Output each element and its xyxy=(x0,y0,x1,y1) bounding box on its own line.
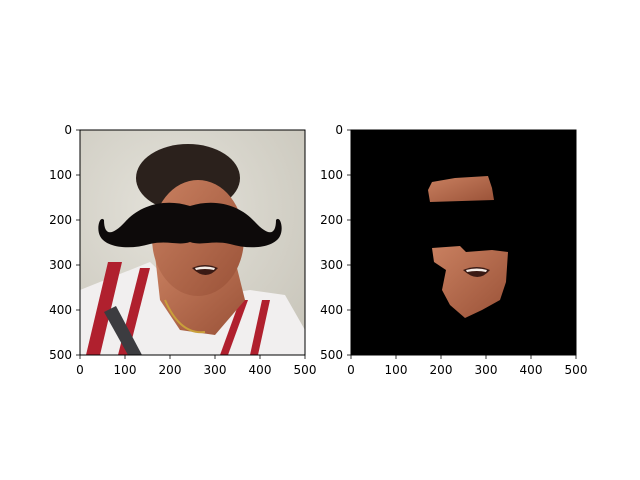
y-tick-label: 500 xyxy=(320,348,343,362)
y-tick-label: 400 xyxy=(320,303,343,317)
x-tick-label: 200 xyxy=(430,363,453,377)
shirt-stripe xyxy=(220,300,248,355)
y-tick-label: 300 xyxy=(320,258,343,272)
y-tick-label: 200 xyxy=(49,213,72,227)
x-tick-label: 500 xyxy=(294,363,317,377)
x-tick-label: 400 xyxy=(520,363,543,377)
y-tick-label: 200 xyxy=(320,213,343,227)
left-axes: 0 100 200 300 400 500 0 100 200 300 400 500 xyxy=(49,123,316,377)
x-tick-label: 100 xyxy=(385,363,408,377)
left-ticks: 0 100 200 300 400 500 0 100 200 300 400 500 xyxy=(49,123,316,377)
shirt-stripe xyxy=(86,262,122,355)
x-tick-label: 0 xyxy=(76,363,84,377)
x-tick-label: 0 xyxy=(347,363,355,377)
right-image xyxy=(351,130,576,355)
right-ticks: 0 100 200 300 400 500 0 100 200 300 400 500 xyxy=(320,123,587,377)
right-axes: 0 100 200 300 400 500 0 100 200 300 400 500 xyxy=(320,123,587,377)
racket-handle xyxy=(104,306,142,355)
y-tick-label: 500 xyxy=(49,348,72,362)
mustache-overlay xyxy=(98,202,282,248)
y-tick-label: 100 xyxy=(49,168,72,182)
left-axes-frame xyxy=(79,129,306,356)
teeth xyxy=(195,266,215,270)
y-tick-label: 0 xyxy=(335,123,343,137)
x-tick-label: 500 xyxy=(565,363,588,377)
forehead-region xyxy=(428,176,494,202)
y-tick-label: 100 xyxy=(320,168,343,182)
y-tick-label: 400 xyxy=(49,303,72,317)
right-axes-frame xyxy=(350,129,577,356)
teeth xyxy=(466,268,487,272)
necklace xyxy=(164,299,206,334)
x-tick-label: 200 xyxy=(159,363,182,377)
y-tick-label: 300 xyxy=(49,258,72,272)
x-tick-label: 100 xyxy=(114,363,137,377)
left-image xyxy=(80,130,305,355)
lower-face-region xyxy=(432,246,508,318)
x-tick-label: 300 xyxy=(204,363,227,377)
y-tick-label: 0 xyxy=(64,123,72,137)
shirt-stripe xyxy=(250,300,270,355)
x-tick-label: 400 xyxy=(249,363,272,377)
x-tick-label: 300 xyxy=(475,363,498,377)
mask-background xyxy=(351,130,576,355)
